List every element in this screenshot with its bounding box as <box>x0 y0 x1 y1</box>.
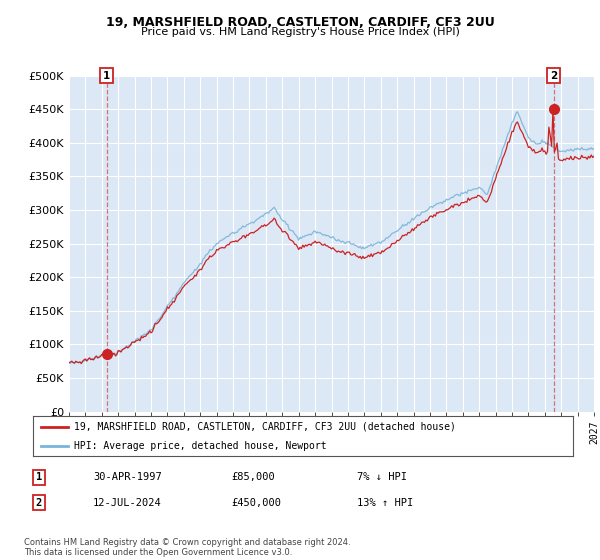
Text: 30-APR-1997: 30-APR-1997 <box>93 472 162 482</box>
Text: 1: 1 <box>36 472 42 482</box>
Text: 7% ↓ HPI: 7% ↓ HPI <box>357 472 407 482</box>
Text: 19, MARSHFIELD ROAD, CASTLETON, CARDIFF, CF3 2UU: 19, MARSHFIELD ROAD, CASTLETON, CARDIFF,… <box>106 16 494 29</box>
Text: 13% ↑ HPI: 13% ↑ HPI <box>357 498 413 508</box>
Text: Price paid vs. HM Land Registry's House Price Index (HPI): Price paid vs. HM Land Registry's House … <box>140 27 460 37</box>
Text: £450,000: £450,000 <box>231 498 281 508</box>
Text: 1: 1 <box>103 71 110 81</box>
Text: HPI: Average price, detached house, Newport: HPI: Average price, detached house, Newp… <box>74 441 326 450</box>
Text: 2: 2 <box>36 498 42 508</box>
Text: £85,000: £85,000 <box>231 472 275 482</box>
Text: 19, MARSHFIELD ROAD, CASTLETON, CARDIFF, CF3 2UU (detached house): 19, MARSHFIELD ROAD, CASTLETON, CARDIFF,… <box>74 422 455 432</box>
Text: 12-JUL-2024: 12-JUL-2024 <box>93 498 162 508</box>
Text: Contains HM Land Registry data © Crown copyright and database right 2024.
This d: Contains HM Land Registry data © Crown c… <box>24 538 350 557</box>
Text: 2: 2 <box>550 71 557 81</box>
